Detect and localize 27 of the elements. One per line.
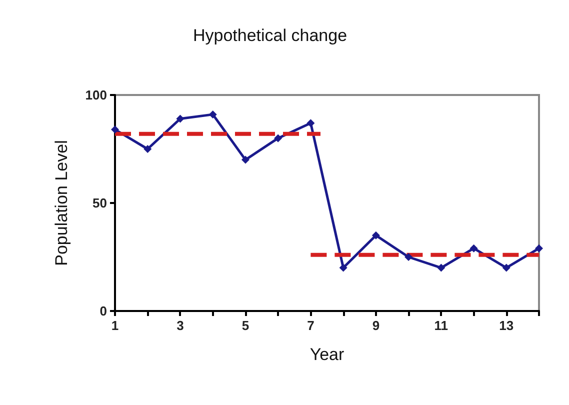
point [502, 264, 510, 272]
y-tick-label: 0 [100, 304, 107, 318]
x-tick-label: 5 [242, 318, 250, 333]
x-tick-label: 9 [372, 318, 380, 333]
x-tick-label: 1 [111, 318, 119, 333]
y-tick-label: 50 [92, 196, 107, 210]
point [339, 264, 348, 272]
point [535, 244, 543, 252]
x-tick-label: 11 [434, 318, 448, 333]
point [144, 145, 152, 153]
point [470, 244, 478, 252]
x-tick-label: 3 [176, 318, 184, 333]
point [208, 110, 217, 118]
chart-title: Hypothetical change [192, 26, 348, 45]
x-tick-label: 7 [307, 318, 314, 333]
point [241, 156, 250, 164]
point [404, 253, 413, 261]
y-axis-title: Population Level [52, 140, 71, 266]
point [274, 134, 282, 142]
x-tick-label: 13 [499, 318, 514, 333]
point [306, 119, 315, 128]
point [372, 231, 380, 240]
point [111, 126, 119, 134]
point [437, 264, 446, 272]
x-axis-title: Year [310, 345, 345, 364]
point [176, 114, 184, 123]
y-tick-label: 100 [85, 88, 107, 102]
